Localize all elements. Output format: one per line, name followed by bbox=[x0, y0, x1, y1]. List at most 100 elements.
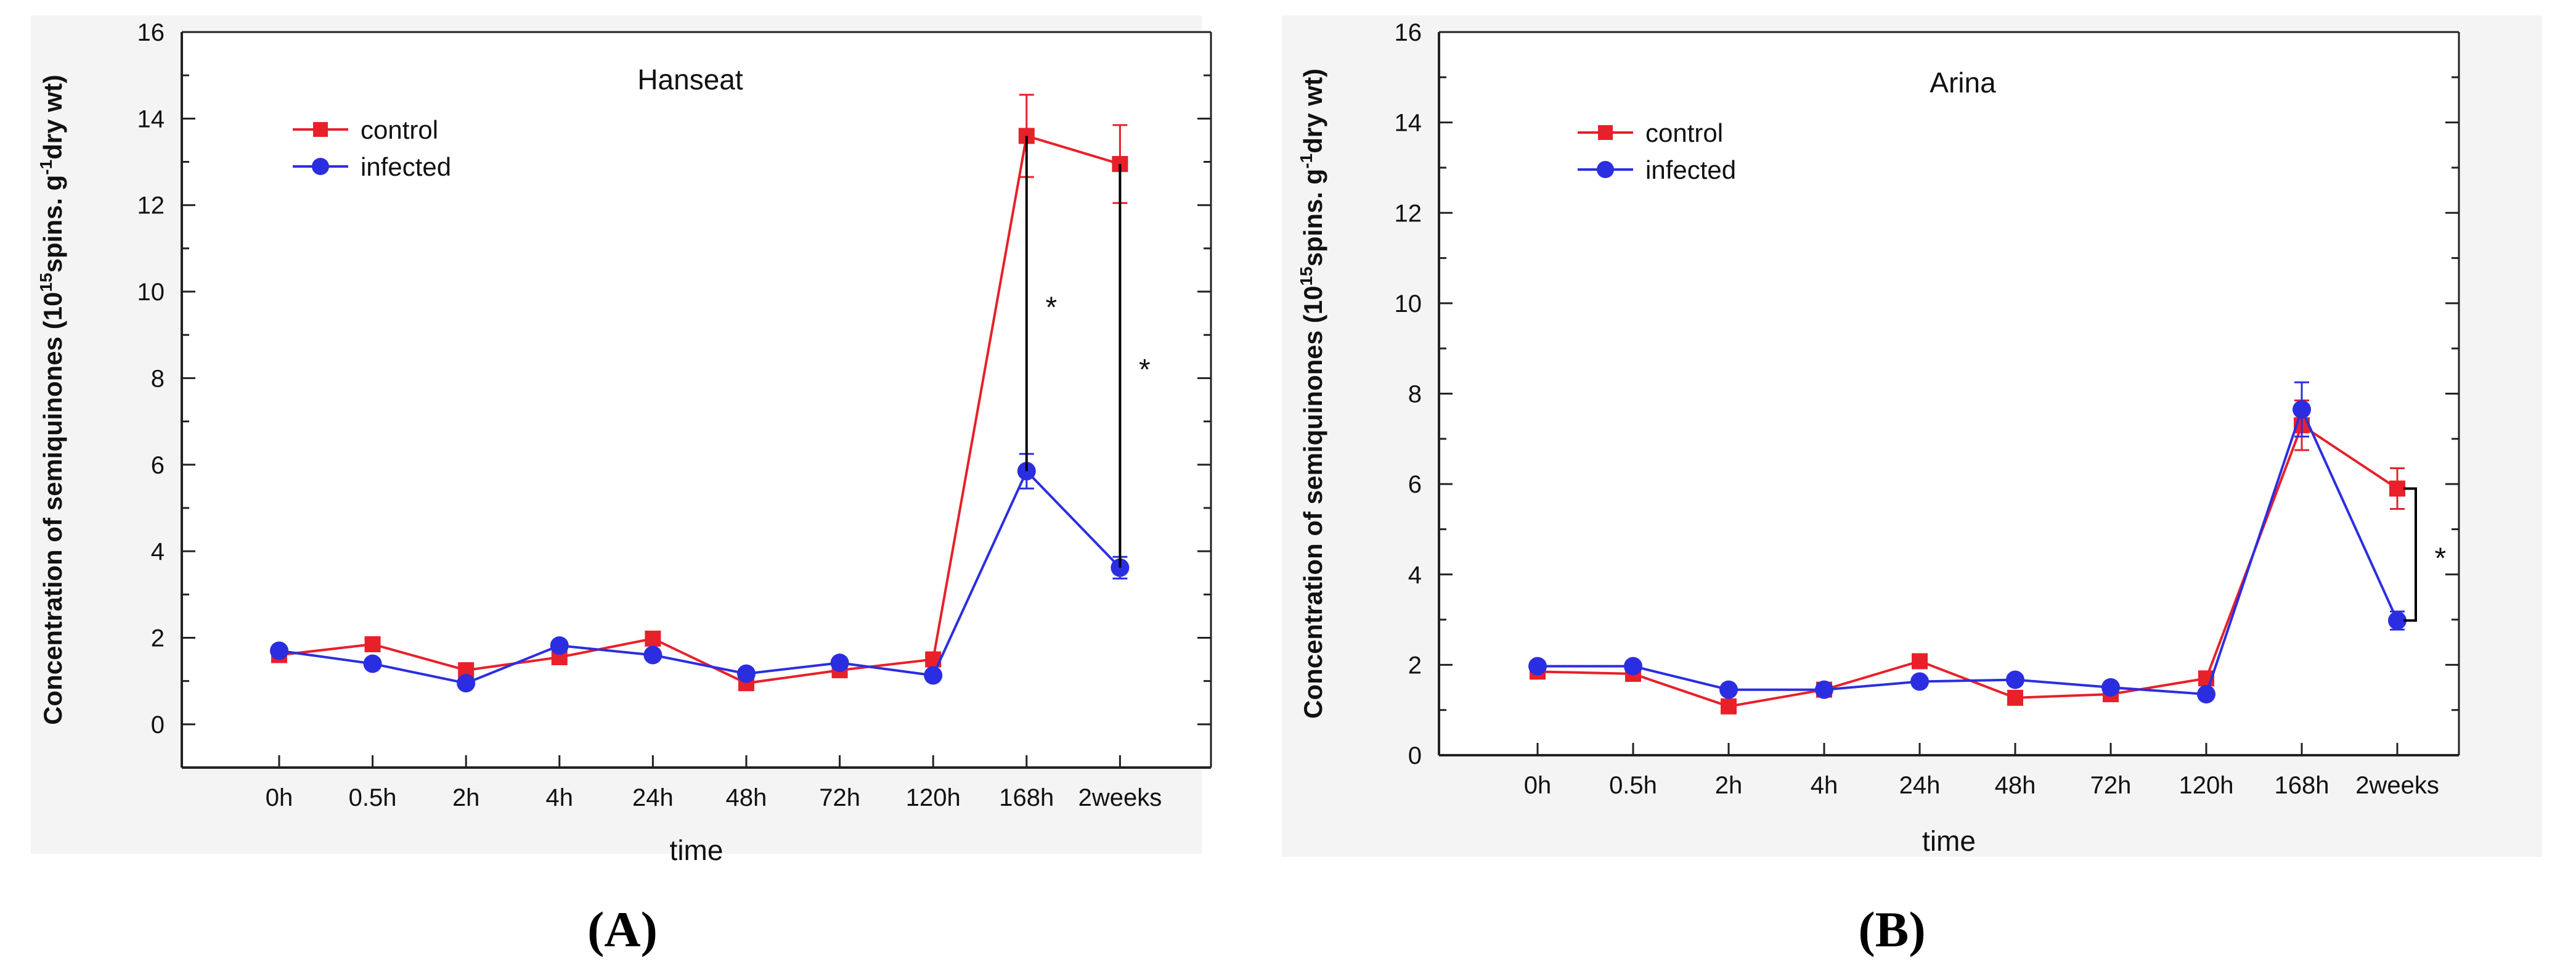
significance-star: * bbox=[1045, 291, 1057, 324]
x-tick-label: 168h bbox=[2275, 772, 2329, 799]
legend-marker-square bbox=[313, 122, 328, 137]
x-axis-label: time bbox=[670, 834, 723, 866]
data-point-square bbox=[2389, 480, 2405, 497]
chart-title: Hanseat bbox=[637, 64, 743, 96]
y-tick-label: 14 bbox=[1395, 110, 1422, 137]
panel-label-a: (A) bbox=[587, 901, 658, 957]
y-axis-label: Concentration of semiquinones (1015spins… bbox=[1297, 68, 1327, 719]
data-point-circle bbox=[550, 636, 569, 655]
x-tick-label: 120h bbox=[906, 784, 961, 811]
series-line-control bbox=[279, 134, 1120, 685]
y-tick-label: 10 bbox=[137, 279, 165, 306]
significance-bracket bbox=[2403, 487, 2417, 622]
y-tick-label: 12 bbox=[137, 192, 165, 219]
significance-star: * bbox=[1139, 353, 1151, 386]
y-tick-label: 4 bbox=[151, 538, 165, 565]
data-point-circle bbox=[1528, 657, 1547, 676]
x-tick-label: 4h bbox=[546, 784, 574, 811]
data-point-circle bbox=[457, 674, 476, 693]
x-tick-label: 2h bbox=[1715, 772, 1743, 799]
y-tick-label: 10 bbox=[1395, 290, 1422, 318]
y-axis-label-superscript: -1 bbox=[36, 160, 55, 175]
legend-marker-circle bbox=[1597, 161, 1614, 178]
legend-marker-circle bbox=[312, 158, 329, 175]
y-axis-label-part: dry wt) bbox=[38, 75, 67, 160]
y-tick-label: 12 bbox=[1395, 200, 1422, 227]
y-axis-label-part: Concentration of semiquinones (10 bbox=[1298, 286, 1327, 719]
x-tick-label: 0h bbox=[1524, 772, 1552, 799]
x-tick-label: 2weeks bbox=[1078, 784, 1162, 811]
x-tick-label: 168h bbox=[999, 784, 1054, 811]
data-point-square bbox=[645, 630, 661, 647]
data-point-square bbox=[1912, 653, 1928, 670]
data-point-circle bbox=[2197, 685, 2215, 704]
y-axis-label-part: dry wt) bbox=[1298, 68, 1327, 154]
plot-area bbox=[1439, 32, 2459, 755]
chart-arina: 0 2 4 6 8 10 12 14 16 0h 0.5h 2h 4h 24h 48h 72h 120h 168h… bbox=[1282, 15, 2542, 857]
series-line-infected bbox=[1538, 406, 2399, 696]
data-point-circle bbox=[830, 653, 849, 673]
chart-title: Arina bbox=[1930, 67, 1996, 99]
x-tick-label: 48h bbox=[726, 784, 767, 811]
y-tick-label: 6 bbox=[1408, 471, 1422, 498]
data-point-circle bbox=[924, 666, 943, 685]
chart-hanseat: 0 2 4 6 8 10 12 14 16 0h 0.5h 2h 4h 24h 48h 72h 120h 168h… bbox=[31, 15, 1212, 866]
data-point-circle bbox=[1815, 680, 1833, 699]
y-tick-label: 16 bbox=[137, 19, 165, 46]
y-axis-label-superscript: 15 bbox=[1297, 266, 1316, 285]
series-line-infected bbox=[279, 469, 1121, 685]
x-tick-label: 4h bbox=[1811, 772, 1838, 799]
legend-label: control bbox=[1645, 118, 1723, 147]
legend-label: control bbox=[361, 115, 438, 144]
x-tick-label: 120h bbox=[2179, 772, 2234, 799]
y-axis-label-part: Concentration of semiquinones (10 bbox=[38, 292, 67, 725]
x-tick-label: 48h bbox=[1995, 772, 2036, 799]
data-point-square bbox=[1721, 698, 1737, 715]
y-tick-label: 2 bbox=[151, 625, 165, 652]
y-tick-label: 6 bbox=[151, 452, 165, 479]
panel-label-b: (B) bbox=[1858, 901, 1925, 957]
y-tick-label: 0 bbox=[151, 711, 165, 739]
x-tick-label: 2h bbox=[452, 784, 480, 811]
y-tick-label: 2 bbox=[1408, 652, 1422, 679]
data-point-circle bbox=[363, 654, 382, 673]
data-point-circle bbox=[2006, 670, 2024, 689]
x-tick-label: 72h bbox=[2090, 772, 2132, 799]
x-tick-label: 0.5h bbox=[349, 784, 397, 811]
x-tick-label: 2weeks bbox=[2355, 772, 2439, 799]
data-point-circle bbox=[270, 641, 288, 660]
y-tick-label: 8 bbox=[1408, 381, 1422, 408]
legend-label: infected bbox=[361, 152, 451, 181]
y-axis-label-superscript: -1 bbox=[1297, 154, 1316, 169]
plot-area bbox=[182, 32, 1211, 768]
y-tick-label: 14 bbox=[137, 105, 165, 133]
x-axis-label: time bbox=[1922, 825, 1976, 857]
data-point-circle bbox=[2293, 400, 2311, 419]
data-point-circle bbox=[737, 664, 756, 683]
x-tick-label: 0h bbox=[266, 784, 293, 811]
y-axis-label-superscript: 15 bbox=[36, 272, 55, 292]
data-point-circle bbox=[1910, 672, 1929, 691]
legend-label: infected bbox=[1645, 155, 1736, 184]
data-point-circle bbox=[1719, 680, 1738, 699]
y-axis-label-part: spins. g bbox=[38, 175, 67, 273]
data-point-circle bbox=[643, 645, 662, 665]
significance-star: * bbox=[2435, 542, 2447, 575]
y-axis-label-part: spins. g bbox=[1298, 169, 1327, 267]
x-tick-label: 0.5h bbox=[1609, 772, 1657, 799]
y-tick-label: 0 bbox=[1408, 742, 1422, 769]
y-axis-label: Concentration of semiquinones (1015spins… bbox=[36, 75, 67, 725]
legend-marker-square bbox=[1598, 125, 1613, 140]
y-tick-label: 4 bbox=[1408, 562, 1422, 589]
data-point-circle bbox=[1624, 657, 1642, 676]
x-tick-label: 24h bbox=[1899, 772, 1941, 799]
y-tick-label: 8 bbox=[151, 365, 165, 392]
data-point-circle bbox=[2101, 678, 2120, 697]
data-point-square bbox=[364, 636, 381, 652]
data-point-circle bbox=[2388, 611, 2407, 630]
x-tick-label: 24h bbox=[632, 784, 674, 811]
y-tick-label: 16 bbox=[1395, 19, 1422, 46]
x-tick-label: 72h bbox=[819, 784, 860, 811]
data-point-square bbox=[2007, 689, 2023, 706]
